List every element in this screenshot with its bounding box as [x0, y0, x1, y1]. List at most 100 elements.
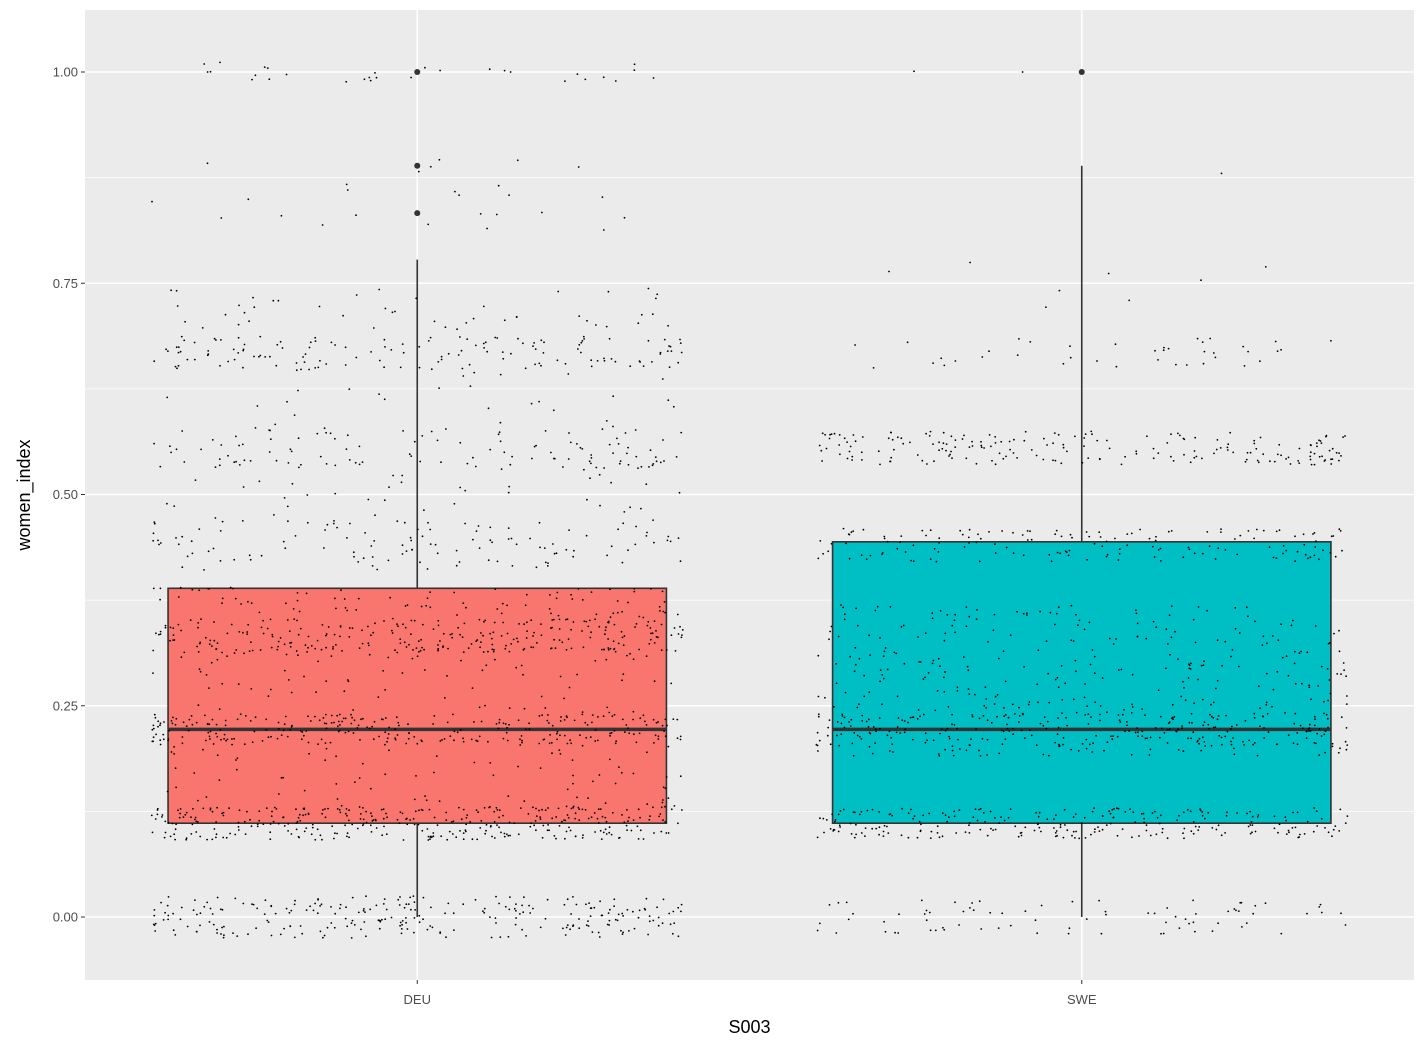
jitter-point [1003, 819, 1006, 822]
jitter-point [550, 451, 552, 454]
jitter-point [1057, 606, 1060, 609]
jitter-point [1100, 932, 1103, 935]
jitter-point [1187, 677, 1190, 679]
jitter-point [582, 646, 585, 649]
jitter-point [514, 923, 517, 926]
jitter-point [1143, 817, 1145, 820]
jitter-point [429, 336, 432, 339]
jitter-point [275, 364, 278, 367]
jitter-point [877, 450, 880, 453]
jitter-point [370, 812, 372, 815]
jitter-point [161, 816, 163, 818]
jitter-point [289, 729, 292, 731]
jitter-point [445, 428, 447, 430]
jitter-point [175, 346, 178, 349]
jitter-point [174, 365, 177, 368]
jitter-point [1159, 560, 1162, 562]
jitter-point [1018, 715, 1021, 717]
jitter-point [598, 625, 601, 628]
jitter-point [680, 431, 683, 434]
jitter-point [607, 290, 610, 293]
jitter-point [325, 727, 328, 730]
jitter-point [462, 375, 465, 377]
jitter-point [842, 606, 844, 609]
jitter-point [660, 623, 663, 626]
jitter-point [668, 345, 670, 347]
jitter-point [606, 554, 608, 557]
jitter-point [413, 931, 415, 934]
jitter-point [1194, 641, 1197, 644]
jitter-point [569, 441, 572, 444]
jitter-point [1256, 528, 1258, 531]
jitter-point [1215, 687, 1217, 690]
jitter-point [623, 821, 626, 824]
jitter-point [159, 724, 161, 727]
jitter-point [1183, 827, 1186, 830]
jitter-point [1113, 808, 1115, 810]
jitter-point [372, 819, 375, 821]
jitter-point [339, 907, 341, 910]
jitter-point [938, 449, 940, 452]
jitter-point [500, 468, 503, 470]
jitter-point [225, 739, 228, 742]
jitter-point [1282, 544, 1285, 547]
jitter-point [307, 635, 310, 638]
jitter-point [550, 612, 552, 615]
jitter-point [577, 806, 580, 809]
jitter-point [361, 824, 364, 827]
jitter-point [608, 443, 611, 446]
jitter-point [1026, 612, 1028, 614]
jitter-point [205, 674, 208, 676]
jitter-point [929, 558, 932, 560]
jitter-point [396, 623, 398, 625]
jitter-point [941, 812, 944, 814]
jitter-point [362, 807, 364, 809]
jitter-point [654, 456, 657, 458]
jitter-point [1007, 816, 1010, 819]
jitter-point [296, 619, 298, 622]
jitter-point [334, 437, 336, 440]
jitter-point [277, 299, 280, 302]
jitter-point [166, 502, 168, 505]
jitter-point [479, 827, 482, 829]
jitter-point [413, 798, 416, 801]
jitter-point [1256, 459, 1259, 462]
jitter-point [246, 810, 248, 813]
jitter-point [1327, 699, 1329, 702]
jitter-point [383, 499, 386, 502]
jitter-point [838, 434, 841, 436]
jitter-point [1203, 660, 1205, 663]
jitter-point [1245, 458, 1248, 461]
jitter-point [1200, 749, 1203, 752]
jitter-point [344, 346, 347, 349]
jitter-point [645, 897, 648, 900]
jitter-point [241, 443, 244, 446]
jitter-point [1256, 816, 1259, 818]
jitter-point [621, 561, 624, 564]
jitter-point [944, 671, 946, 673]
jitter-point [671, 932, 674, 935]
jitter-point [1296, 811, 1299, 814]
jitter-point [990, 721, 993, 724]
jitter-point [519, 913, 521, 915]
jitter-point [335, 755, 337, 758]
jitter-point [226, 738, 229, 741]
jitter-point [440, 355, 443, 358]
jitter-point [656, 293, 659, 296]
jitter-point [608, 826, 611, 829]
jitter-point [344, 917, 347, 920]
jitter-point [664, 611, 666, 614]
jitter-point [403, 521, 406, 524]
jitter-point [502, 621, 504, 624]
jitter-point [931, 617, 934, 620]
jitter-point [483, 907, 486, 910]
jitter-point [1069, 345, 1071, 348]
jitter-point [403, 906, 406, 909]
jitter-point [989, 810, 992, 813]
jitter-point [1174, 630, 1176, 633]
jitter-point [360, 928, 362, 931]
jitter-point [1237, 910, 1240, 912]
jitter-point [924, 732, 927, 735]
jitter-point [896, 547, 899, 550]
jitter-point [863, 674, 865, 677]
